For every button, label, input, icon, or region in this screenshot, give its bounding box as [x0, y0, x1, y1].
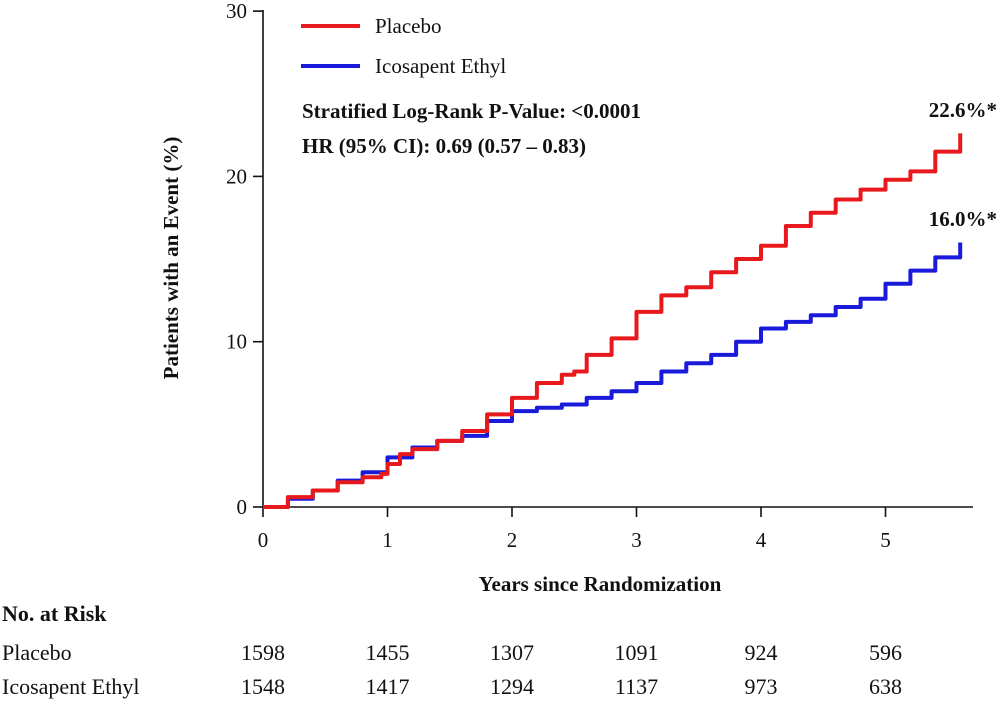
legend-label-placebo: Placebo — [375, 14, 441, 38]
x-axis-title: Years since Randomization — [479, 572, 722, 596]
y-ticks: 0 10 20 30 — [226, 0, 263, 519]
series-line-placebo — [263, 133, 963, 509]
risk-row-label-icosapent-ethyl: Icosapent Ethyl — [2, 674, 139, 699]
log-rank-annotation: Stratified Log-Rank P-Value: <0.0001 — [302, 99, 641, 123]
x-tick-label: 2 — [507, 528, 518, 552]
risk-value-cell: 1455 — [366, 640, 410, 665]
placebo-end-label: 22.6%* — [929, 98, 997, 122]
risk-values: 1598 1455 1307 1091 924 596 1548 1417 1294 1137 97… — [241, 640, 902, 699]
y-tick-label: 10 — [226, 330, 247, 354]
series-lines — [263, 133, 963, 509]
risk-value-cell: 1307 — [490, 640, 534, 665]
hazard-ratio-annotation: HR (95% CI): 0.69 (0.57 – 0.83) — [302, 134, 586, 158]
risk-value-cell: 1548 — [241, 674, 285, 699]
y-tick-label: 30 — [226, 0, 247, 23]
x-tick-label: 5 — [880, 528, 891, 552]
x-tick-label: 4 — [756, 528, 767, 552]
y-axis-title: Patients with an Event (%) — [159, 137, 183, 380]
risk-value-cell: 596 — [869, 640, 902, 665]
risk-value-cell: 973 — [745, 674, 778, 699]
risk-value-cell: 924 — [745, 640, 778, 665]
icosapent-end-label: 16.0%* — [929, 207, 997, 231]
risk-value-cell: 1598 — [241, 640, 285, 665]
series-line-icosapent-ethyl — [263, 242, 963, 509]
risk-value-cell: 1294 — [490, 674, 534, 699]
legend-label-icosapent-ethyl: Icosapent Ethyl — [375, 54, 506, 78]
y-tick-label: 20 — [226, 164, 247, 188]
y-tick-label: 0 — [237, 495, 248, 519]
risk-value-cell: 1137 — [615, 674, 658, 699]
x-tick-label: 3 — [631, 528, 642, 552]
x-tick-label: 0 — [258, 528, 269, 552]
x-tick-label: 1 — [382, 528, 393, 552]
risk-row-label-placebo: Placebo — [2, 640, 72, 665]
legend: Placebo Icosapent Ethyl — [301, 14, 506, 78]
risk-value-cell: 1417 — [366, 674, 410, 699]
risk-table-title: No. at Risk — [2, 601, 107, 626]
x-ticks: 0 1 2 3 4 5 — [258, 507, 891, 552]
risk-value-cell: 638 — [869, 674, 902, 699]
risk-value-cell: 1091 — [615, 640, 659, 665]
